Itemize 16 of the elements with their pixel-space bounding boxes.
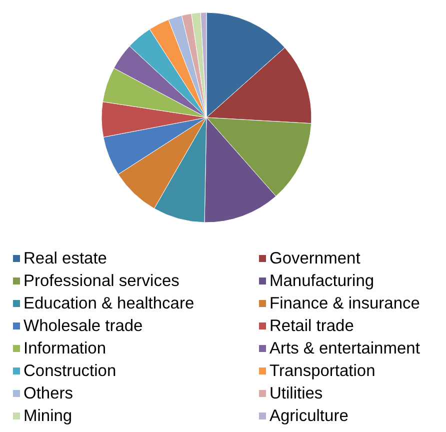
legend-label: Mining — [24, 407, 72, 425]
legend-label: Education & healthcare — [24, 294, 194, 312]
legend-label: Utilities — [270, 384, 323, 402]
legend-label: Others — [24, 384, 74, 402]
legend-label: Professional services — [24, 272, 180, 290]
legend-label: Finance & insurance — [270, 294, 420, 312]
legend-label: Manufacturing — [270, 272, 374, 290]
legend-label: Arts & entertainment — [270, 340, 420, 358]
legend-label: Transportation — [270, 362, 376, 380]
legend-label: Information — [24, 340, 106, 358]
legend-label: Wholesale trade — [24, 317, 143, 335]
legend-label: Agriculture — [270, 407, 348, 425]
legend-label: Real estate — [24, 250, 107, 268]
legend-label: Government — [270, 250, 361, 268]
legend-label: Retail trade — [270, 317, 354, 335]
legend-label: Construction — [24, 362, 116, 380]
